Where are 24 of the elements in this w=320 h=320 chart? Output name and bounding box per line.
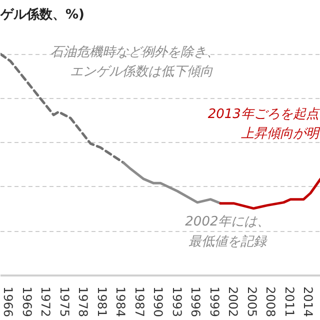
x-tick-label: 1996: [188, 286, 203, 318]
x-tick-label: 2011: [282, 286, 296, 318]
x-tick-label: 1972: [38, 286, 53, 318]
x-tick-label: 2005: [244, 286, 259, 318]
chart-title: ゲル係数、%): [0, 8, 84, 22]
x-tick-label: 2002: [226, 286, 240, 318]
x-tick-label: 1981: [94, 286, 109, 318]
x-tick-label: 1975: [57, 286, 72, 318]
x-tick-label: 1987: [132, 286, 146, 318]
annotation: 2013年ごろを起点: [208, 106, 320, 122]
annotation: 最低値を記録: [188, 234, 269, 250]
annotation: 2002年には、: [185, 214, 270, 230]
annotation: エンゲル係数は低下傾向: [70, 64, 213, 80]
x-tick-label: 1993: [170, 286, 184, 318]
x-tick-label: 2008: [264, 286, 278, 318]
x-tick-label: 1999: [207, 286, 222, 318]
x-tick-label: 1966: [1, 286, 16, 318]
x-tick-label: 1984: [114, 286, 128, 318]
x-tick-label: 2014: [301, 286, 316, 318]
x-tick-label: 1978: [76, 286, 90, 318]
annotation: 上昇傾向が明: [240, 126, 320, 142]
x-tick-label: 1990: [151, 286, 166, 318]
annotation: 石油危機時など例外を除き、: [50, 44, 220, 60]
x-tick-label: 1969: [20, 286, 34, 318]
